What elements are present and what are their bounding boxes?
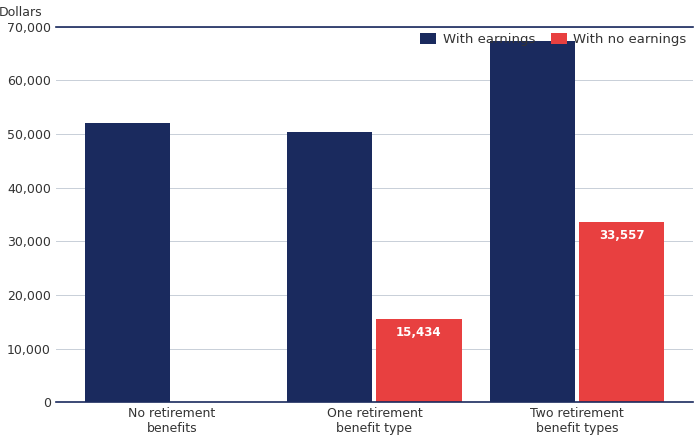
Text: 33,557: 33,557 [598,229,644,242]
Text: Dollars: Dollars [0,6,42,19]
Legend: With earnings, With no earnings: With earnings, With no earnings [420,33,687,46]
Bar [85,123,170,402]
Text: 50,363: 50,363 [307,140,353,153]
Bar [287,132,372,402]
Bar [490,42,575,402]
Bar [579,222,664,402]
Text: 52,000: 52,000 [104,131,150,145]
Bar [377,320,461,402]
Text: 15,434: 15,434 [396,326,442,339]
Text: 67,254: 67,254 [510,50,555,62]
